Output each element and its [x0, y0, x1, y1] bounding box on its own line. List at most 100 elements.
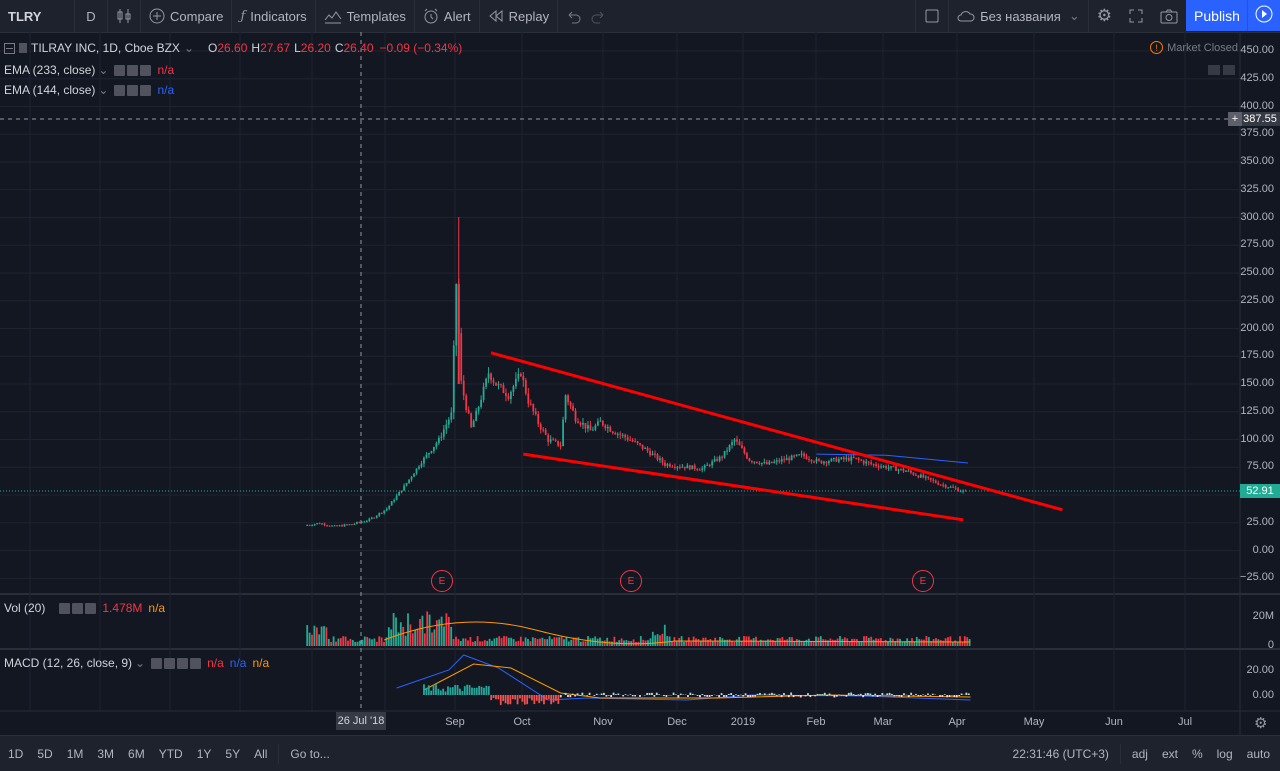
range-button[interactable]: 1M: [60, 747, 91, 761]
macd-legend[interactable]: MACD (12, 26, close, 9) ⌄ n/a n/a n/a: [4, 656, 269, 670]
candle-body: [674, 467, 676, 468]
volume-bar: [443, 626, 445, 646]
range-button[interactable]: 6M: [121, 747, 152, 761]
time-axis-settings-button[interactable]: ⚙: [1254, 714, 1267, 732]
candle-body: [468, 410, 470, 413]
eye-icon[interactable]: [114, 65, 125, 76]
candle-body: [739, 442, 741, 446]
auto-scale-toggle[interactable]: auto: [1240, 747, 1280, 761]
range-button[interactable]: 5Y: [218, 747, 247, 761]
macd-histogram-bar: [697, 695, 699, 696]
adjust-toggle[interactable]: adj: [1125, 747, 1155, 761]
volume-bar: [542, 638, 544, 646]
candle-body: [368, 519, 370, 521]
volume-bar: [954, 640, 956, 646]
ema144-legend[interactable]: EMA (144, close) ⌄ n/a: [4, 83, 174, 97]
gear-icon[interactable]: [127, 65, 138, 76]
macd-histogram-bar: [788, 695, 790, 697]
range-button[interactable]: 5D: [30, 747, 59, 761]
earnings-marker[interactable]: E: [620, 570, 642, 592]
macd-histogram-bar: [586, 695, 588, 696]
candle-body: [540, 424, 542, 429]
price-axis-label: 125.00: [1240, 405, 1274, 417]
chevron-down-icon[interactable]: ⌄: [98, 83, 108, 97]
candle-body: [570, 402, 572, 406]
goto-button[interactable]: Go to...: [283, 747, 336, 761]
percent-scale-toggle[interactable]: %: [1185, 747, 1210, 761]
candle-body: [696, 469, 698, 470]
candle-body: [840, 457, 842, 459]
close-icon[interactable]: [140, 85, 151, 96]
log-scale-toggle[interactable]: log: [1210, 747, 1240, 761]
candle-body: [679, 467, 681, 468]
extended-hours-toggle[interactable]: ext: [1155, 747, 1185, 761]
range-button[interactable]: 1Y: [190, 747, 219, 761]
candle-body: [835, 458, 837, 462]
eye-icon[interactable]: [114, 85, 125, 96]
volume-bar: [309, 633, 311, 646]
ema233-legend[interactable]: EMA (233, close) ⌄ n/a: [4, 63, 174, 77]
candle-body: [545, 430, 547, 435]
price-axis-label: 350.00: [1240, 155, 1274, 167]
eye-icon[interactable]: [59, 603, 70, 614]
candle-body: [947, 487, 949, 488]
pane-maximize-button[interactable]: [1223, 65, 1235, 75]
volume-bar: [479, 641, 481, 646]
collapse-icon[interactable]: [4, 43, 15, 54]
earnings-marker[interactable]: E: [431, 570, 453, 592]
eye-icon[interactable]: [151, 658, 162, 669]
macd-histogram-bar: [944, 694, 946, 695]
macd-histogram-bar: [817, 694, 819, 695]
volume-bar: [808, 639, 810, 646]
chevron-down-icon[interactable]: ⌄: [184, 41, 194, 55]
volume-bar: [621, 638, 623, 646]
brackets-icon[interactable]: [177, 658, 188, 669]
volume-bar: [438, 619, 440, 646]
pane-minimize-button[interactable]: [1208, 65, 1220, 75]
volume-legend[interactable]: Vol (20) 1.478M n/a: [4, 601, 165, 615]
volume-bar: [383, 642, 385, 646]
earnings-marker[interactable]: E: [912, 570, 934, 592]
crosshair-add-button[interactable]: +: [1228, 112, 1242, 126]
macd-actions: [151, 658, 201, 669]
candle-body: [850, 457, 852, 461]
volume-bar: [609, 641, 611, 646]
chevron-down-icon[interactable]: ⌄: [135, 656, 145, 670]
candle-body: [331, 526, 333, 527]
volume-bar: [470, 637, 472, 646]
chevron-down-icon[interactable]: ⌄: [98, 63, 108, 77]
range-button[interactable]: 1D: [1, 747, 30, 761]
volume-bar: [546, 639, 548, 646]
macd-histogram-bar: [505, 695, 507, 703]
range-button[interactable]: All: [247, 747, 274, 761]
volume-bar: [494, 638, 496, 646]
candle-body: [520, 374, 522, 376]
clock[interactable]: 22:31:46 (UTC+3): [1006, 747, 1116, 761]
macd-histogram-bar: [915, 694, 917, 695]
macd-histogram-bar: [920, 695, 922, 696]
candle-body: [624, 435, 626, 438]
range-button[interactable]: 3M: [90, 747, 121, 761]
range-button[interactable]: YTD: [152, 747, 190, 761]
volume-bar: [515, 642, 517, 646]
macd-histogram-bar: [956, 695, 958, 697]
symbol-title[interactable]: TILRAY INC, 1D, Cboe BZX: [31, 41, 180, 55]
gear-icon[interactable]: [72, 603, 83, 614]
macd-histogram-bar: [423, 684, 425, 695]
close-icon[interactable]: [190, 658, 201, 669]
candle-body: [686, 465, 688, 468]
candle-body: [473, 421, 475, 427]
macd-histogram-bar: [567, 695, 569, 697]
volume-bar: [856, 639, 858, 646]
gear-icon[interactable]: [127, 85, 138, 96]
time-axis-label: Jun: [1105, 716, 1123, 728]
candle-body: [386, 509, 388, 511]
time-axis-label: Apr: [948, 716, 965, 728]
close-icon[interactable]: [140, 65, 151, 76]
gear-icon[interactable]: [164, 658, 175, 669]
candle-body: [880, 466, 882, 467]
macd-line: [397, 655, 971, 700]
ema144-value: n/a: [157, 83, 174, 97]
chart-canvas[interactable]: [0, 0, 1280, 735]
close-icon[interactable]: [85, 603, 96, 614]
